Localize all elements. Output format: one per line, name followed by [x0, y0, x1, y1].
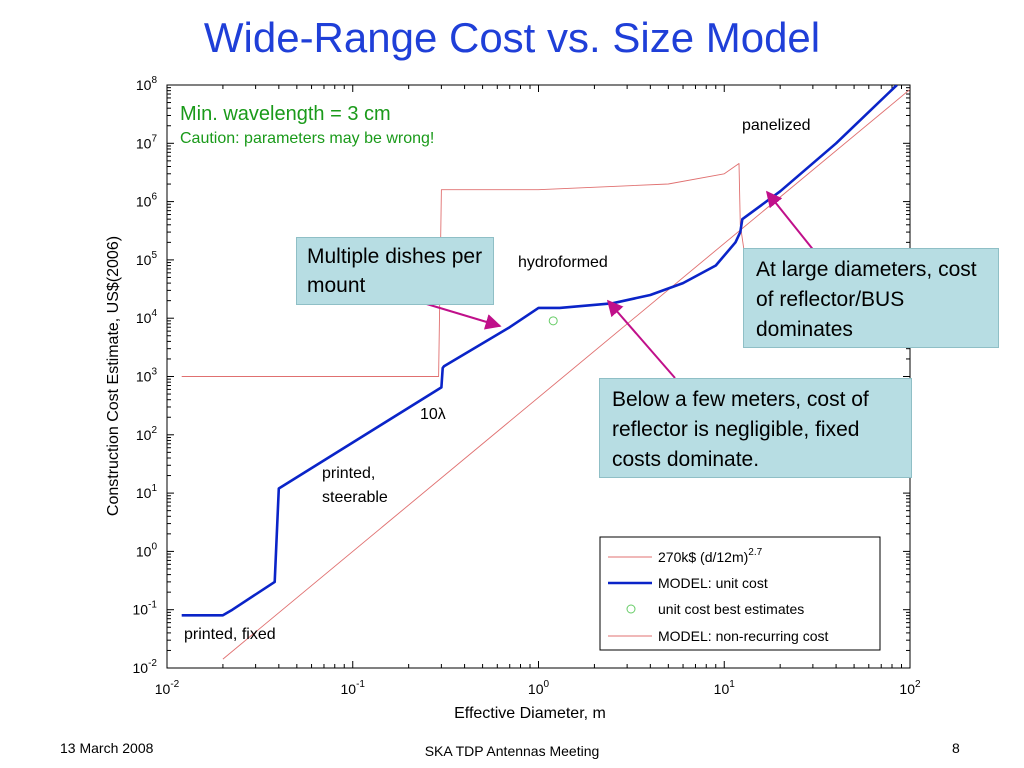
legend-label-power-law: 270k$ (d/12m)2.7 — [658, 547, 763, 565]
legend-label-best-estimates: unit cost best estimates — [658, 601, 804, 617]
legend-label-non-recurring: MODEL: non-recurring cost — [658, 628, 829, 644]
x-tick-label: 100 — [528, 679, 550, 697]
annotation-min-wavelength: Min. wavelength = 3 cm — [180, 103, 391, 125]
x-tick-label: 10-1 — [341, 679, 366, 697]
footer-date: 13 March 2008 — [60, 740, 154, 756]
y-tick-label: 100 — [136, 541, 158, 559]
arrow-large-diameters — [766, 190, 816, 253]
annotation-printed-steerable-1: printed, — [322, 465, 375, 482]
series-line-0 — [222, 89, 910, 660]
x-tick-label: 102 — [899, 679, 921, 697]
y-tick-label: 108 — [136, 75, 158, 93]
legend-label-unit-cost: MODEL: unit cost — [658, 575, 768, 591]
y-tick-label: 107 — [136, 133, 158, 151]
callout-below-few-meters: Below a few meters, cost of reflector is… — [599, 378, 912, 478]
y-tick-label: 101 — [136, 483, 158, 501]
footer-page-number: 8 — [952, 740, 960, 756]
y-tick-label: 102 — [136, 425, 158, 443]
x-axis-label: Effective Diameter, m — [454, 705, 606, 722]
series-marker-best-estimate — [548, 316, 558, 326]
y-tick-label: 104 — [136, 308, 158, 326]
series-line-3 — [181, 163, 826, 377]
y-tick-label: 106 — [136, 192, 158, 210]
annotation-ten-lambda: 10λ — [420, 406, 446, 423]
callout-large-diameters: At large diameters, cost of reflector/BU… — [743, 248, 999, 348]
annotation-caution: Caution: parameters may be wrong! — [180, 130, 434, 147]
y-tick-label: 10-1 — [133, 600, 158, 618]
axis-tick-labels: 10-2 10-1 100 101 102 10-2 10-1 100 101 102 103 104… — [133, 75, 921, 697]
arrow-multiple-dishes — [419, 301, 502, 330]
annotation-panelized: panelized — [742, 117, 811, 134]
y-tick-label: 10-2 — [133, 658, 158, 676]
legend: 270k$ (d/12m)2.7 MODEL: unit cost unit c… — [599, 536, 881, 651]
annotation-printed-fixed: printed, fixed — [184, 626, 276, 643]
y-tick-label: 103 — [136, 367, 158, 385]
callout-multiple-dishes: Multiple dishes per mount — [296, 237, 494, 305]
x-tick-label: 10-2 — [155, 679, 180, 697]
legend-box — [599, 536, 881, 651]
x-tick-label: 101 — [714, 679, 736, 697]
annotation-printed-steerable-2: steerable — [322, 489, 388, 506]
y-tick-label: 105 — [136, 250, 158, 268]
arrow-below-few-meters — [606, 299, 676, 379]
series-line-1 — [181, 85, 898, 617]
footer-meeting: SKA TDP Antennas Meeting — [424, 743, 600, 759]
legend-swatch-best-estimates — [626, 604, 636, 614]
y-axis-label: Construction Cost Estimate, US$(2006) — [105, 236, 122, 516]
slide-title: Wide-Range Cost vs. Size Model — [203, 14, 821, 61]
annotation-hydroformed: hydroformed — [518, 254, 608, 271]
